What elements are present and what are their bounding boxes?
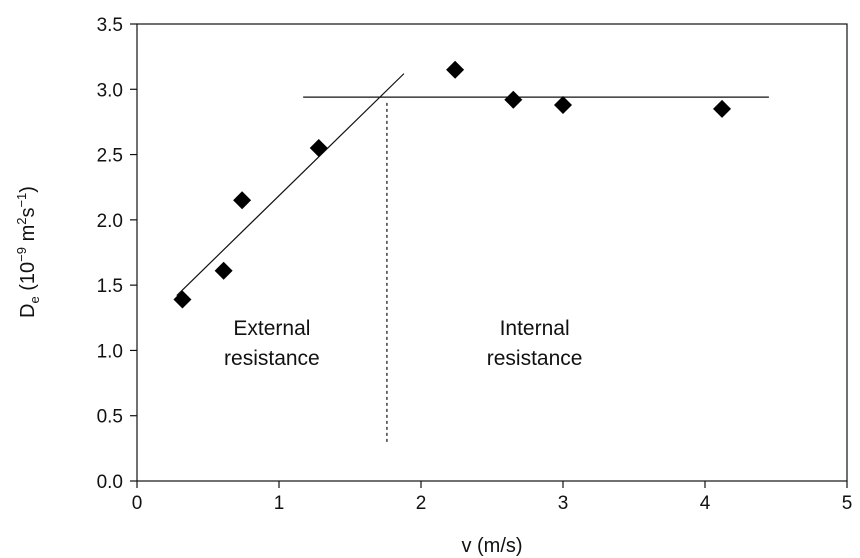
y-tick-label: 0.0: [97, 472, 123, 493]
y-tick-label: 1.0: [97, 341, 123, 362]
x-tick-labels: 0 1 2 3 4 5: [132, 493, 853, 514]
y-axis-title-base: D: [17, 304, 39, 318]
y-tick-label: 2.5: [97, 146, 123, 167]
annotations: External resistance Internal resistance: [224, 317, 582, 370]
fit-line: [176, 73, 405, 297]
x-tick-label: 5: [842, 493, 853, 514]
data-point-diamond: [554, 95, 572, 114]
x-tick-label: 4: [700, 493, 711, 514]
data-point-diamond: [173, 290, 192, 309]
annotation-text: External: [233, 317, 310, 340]
y-axis-title-exp1: −9: [14, 247, 29, 262]
y-tick-label: 2.0: [97, 211, 123, 232]
y-axis-title-mid2: s: [17, 208, 39, 218]
data-point-diamond: [214, 261, 233, 280]
y-axis-title: De (10−9 m2s−1): [14, 186, 42, 318]
x-tick-label: 0: [132, 493, 143, 514]
x-tick-label: 1: [274, 493, 285, 514]
y-axis-title-exp3: −1: [14, 193, 29, 208]
y-tick-label: 1.5: [97, 276, 123, 297]
plot-frame: [136, 23, 848, 482]
data-point-diamond: [446, 60, 465, 79]
data-points: [173, 60, 732, 309]
y-tick-label: 3.0: [97, 80, 123, 101]
y-axis-title-open: (10: [17, 262, 39, 296]
axis-ticks: [130, 23, 848, 488]
x-tick-label: 2: [416, 493, 427, 514]
y-axis-title-sub: e: [27, 296, 42, 303]
y-tick-labels: 0.0 0.5 1.0 1.5 2.0 2.5 3.0 3.5: [97, 15, 123, 493]
annotation-text: resistance: [224, 347, 320, 370]
data-point-diamond: [233, 191, 252, 210]
annotation-text: Internal: [500, 317, 570, 340]
data-point-diamond: [504, 90, 523, 109]
y-axis-title-mid: m: [17, 225, 39, 247]
y-axis-title-exp2: 2: [14, 218, 29, 225]
data-point-diamond: [309, 139, 328, 158]
y-tick-label: 3.5: [97, 15, 123, 36]
y-axis-title-close: ): [17, 186, 39, 193]
y-tick-label: 0.5: [97, 407, 123, 428]
x-tick-label: 3: [558, 493, 569, 514]
annotation-text: resistance: [487, 347, 583, 370]
reference-lines: [176, 73, 769, 442]
x-axis-title: v (m/s): [461, 535, 522, 557]
data-point-diamond: [713, 99, 732, 118]
